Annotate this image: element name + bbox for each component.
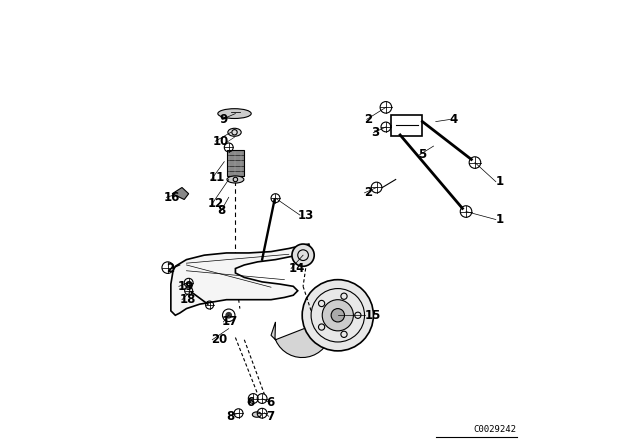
Text: 7: 7 <box>267 410 275 423</box>
Text: 15: 15 <box>365 309 381 322</box>
Text: 17: 17 <box>222 315 238 328</box>
Text: 2: 2 <box>365 186 372 199</box>
Circle shape <box>322 300 353 331</box>
Text: 19: 19 <box>177 280 194 293</box>
Text: 4: 4 <box>449 113 458 126</box>
Circle shape <box>302 280 373 351</box>
Text: 16: 16 <box>163 191 180 204</box>
Polygon shape <box>171 244 310 315</box>
Text: 8: 8 <box>218 204 226 217</box>
Text: 12: 12 <box>208 198 224 211</box>
Text: 6: 6 <box>246 396 255 409</box>
Text: 18: 18 <box>180 293 196 306</box>
Ellipse shape <box>227 176 244 183</box>
Circle shape <box>292 244 314 266</box>
Text: 3: 3 <box>371 126 380 139</box>
Text: 11: 11 <box>209 171 225 184</box>
Text: 6: 6 <box>267 396 275 409</box>
Text: 20: 20 <box>211 333 227 346</box>
Text: 8: 8 <box>227 410 235 423</box>
Ellipse shape <box>252 412 261 417</box>
Text: 1: 1 <box>496 175 504 188</box>
Ellipse shape <box>228 128 241 136</box>
Text: 9: 9 <box>220 113 228 126</box>
Text: 5: 5 <box>418 148 426 161</box>
Text: 13: 13 <box>298 209 314 222</box>
Polygon shape <box>271 319 331 358</box>
Text: 2: 2 <box>365 113 372 126</box>
Text: 2: 2 <box>166 262 175 275</box>
Circle shape <box>226 313 232 318</box>
Text: 14: 14 <box>289 262 305 275</box>
Text: 10: 10 <box>213 135 229 148</box>
Polygon shape <box>227 150 244 176</box>
Text: 1: 1 <box>496 213 504 226</box>
Polygon shape <box>172 188 189 199</box>
Ellipse shape <box>218 109 252 118</box>
Text: C0029242: C0029242 <box>473 425 516 434</box>
Circle shape <box>331 309 344 322</box>
